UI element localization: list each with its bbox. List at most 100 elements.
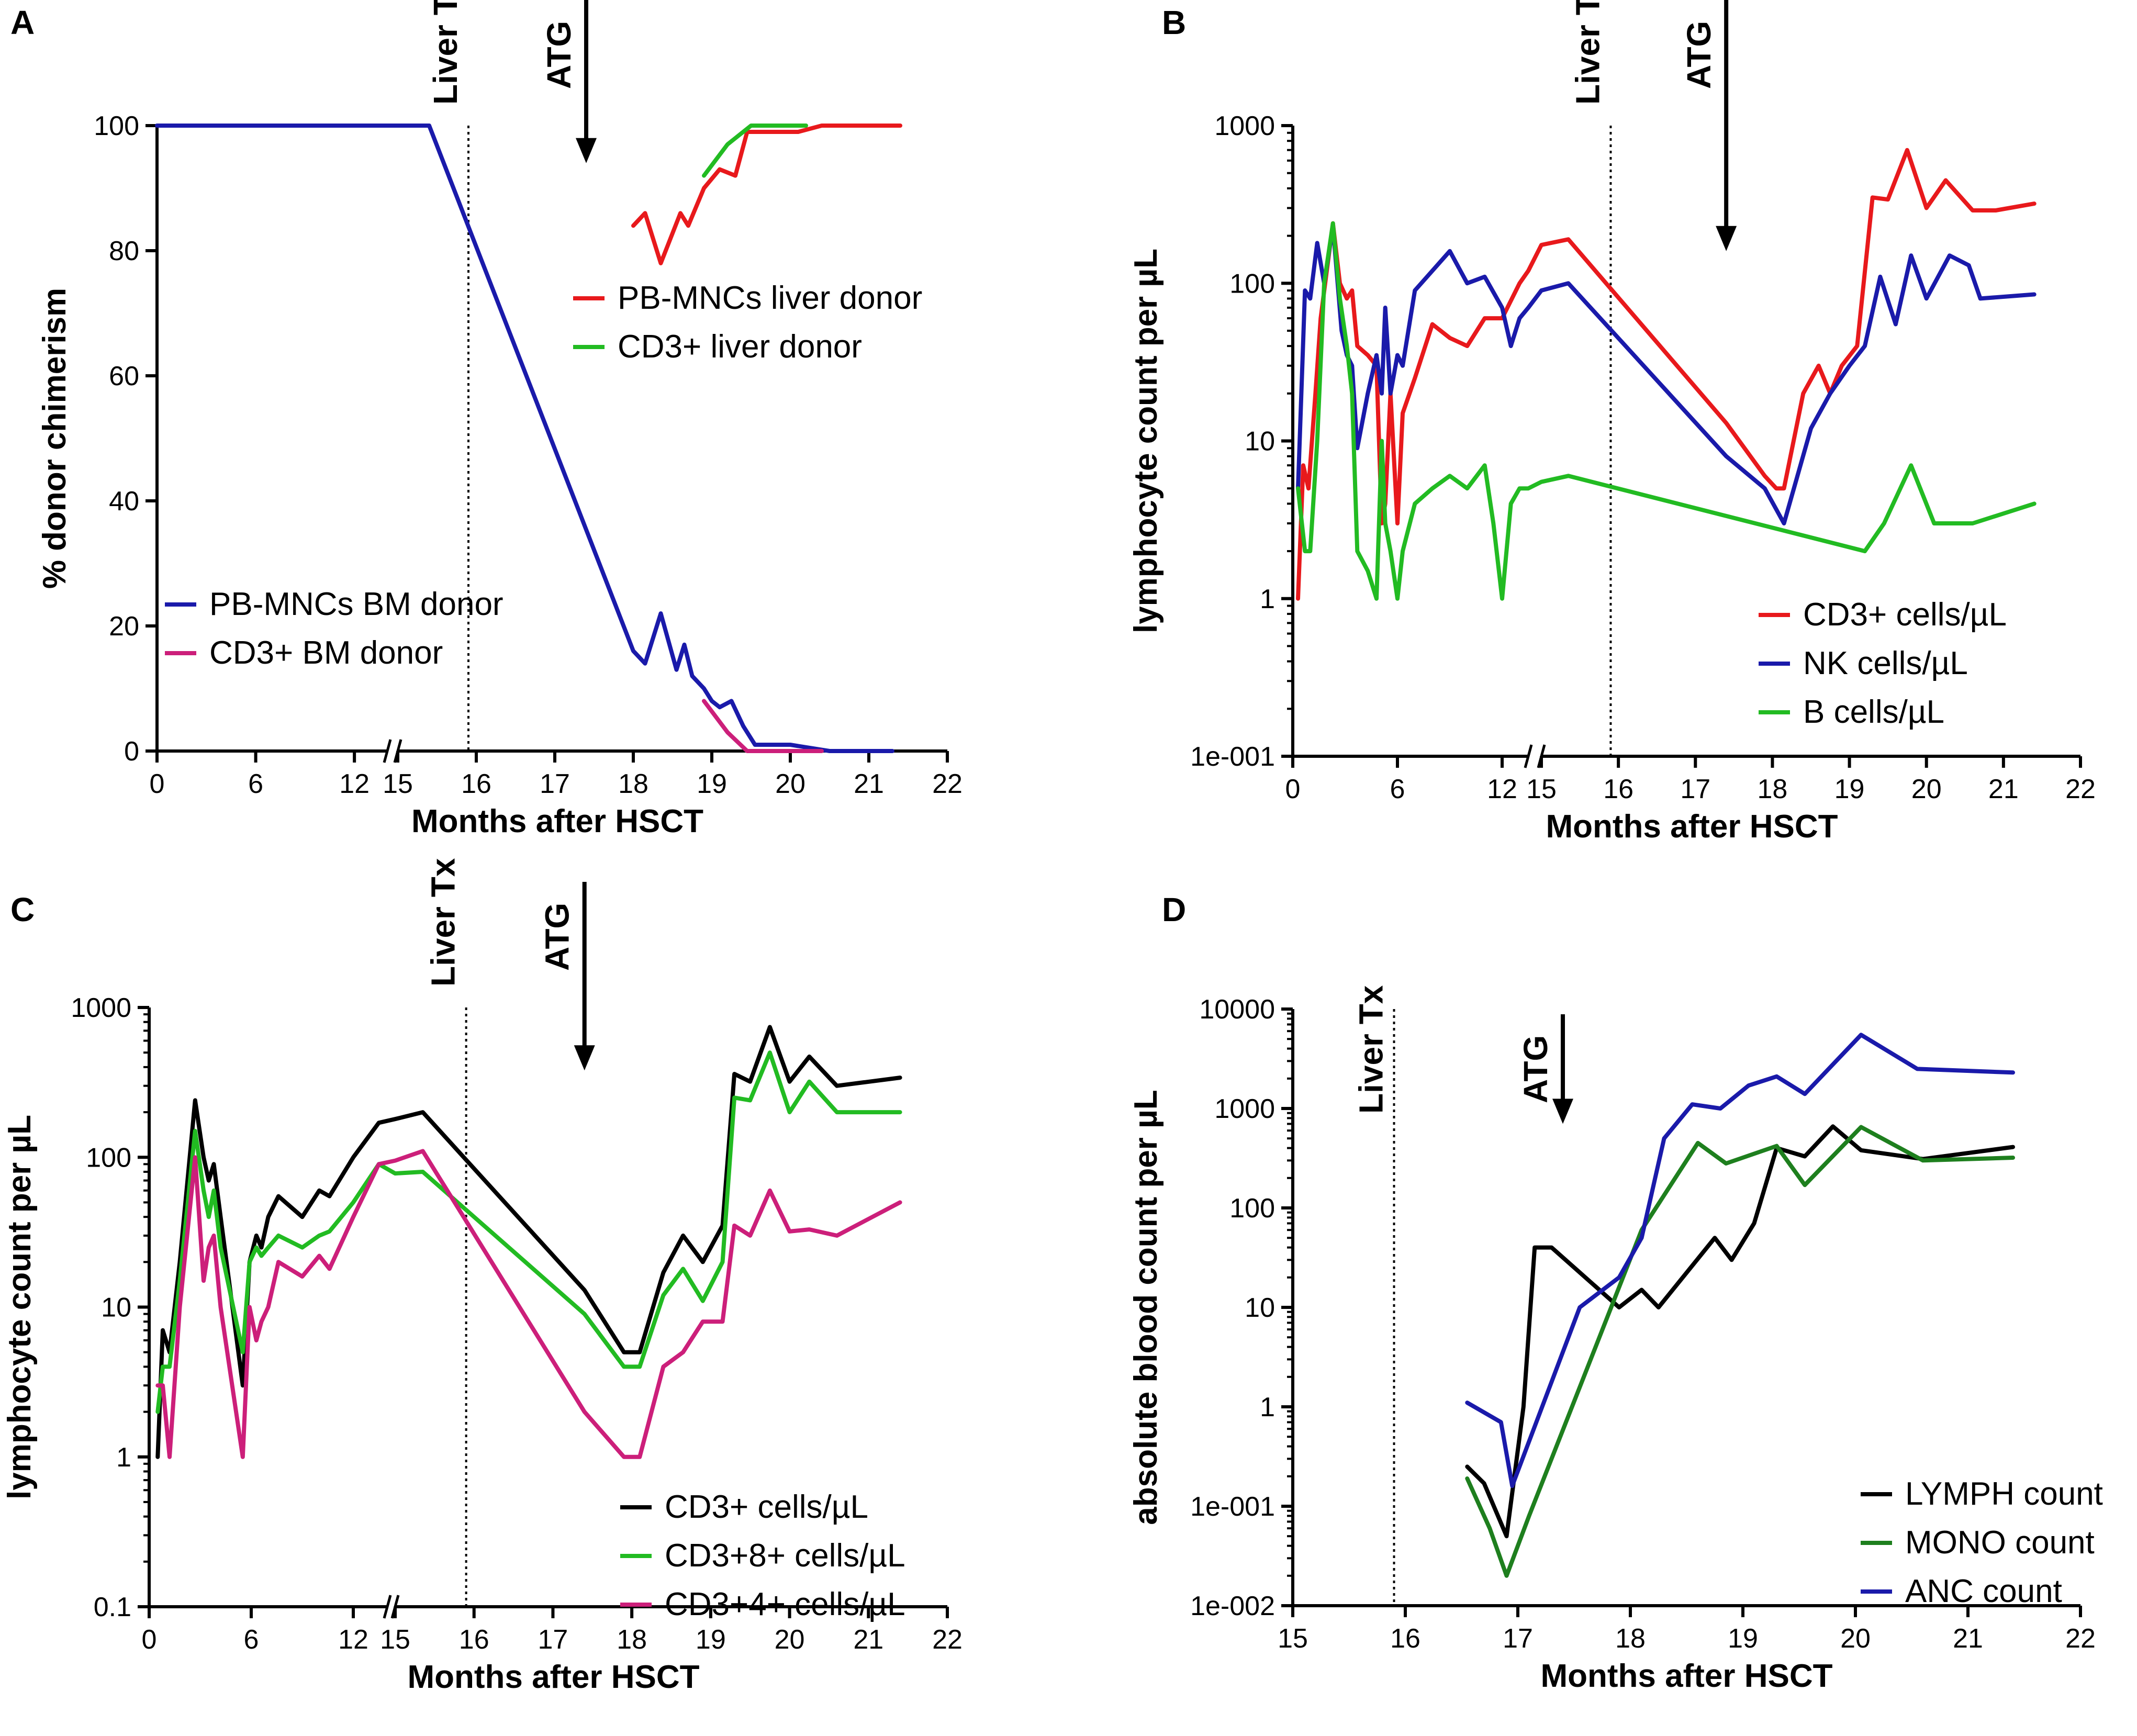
x-tick-label: 12 xyxy=(338,1625,368,1655)
y-tick-label: 10 xyxy=(1245,427,1275,457)
x-tick-label: 17 xyxy=(540,769,570,799)
x-tick-label: 6 xyxy=(244,1625,259,1655)
y-tick-label: 40 xyxy=(109,486,139,517)
series-line-b-cells-l xyxy=(1296,221,2037,601)
x-tick-label: 19 xyxy=(697,769,727,799)
legend-label: CD3+ cells/µL xyxy=(665,1489,868,1525)
y-axis-title: absolute blood count per µL xyxy=(1128,1090,1164,1525)
x-tick-label: 22 xyxy=(932,1625,963,1655)
x-tick-label: 17 xyxy=(1503,1623,1533,1654)
x-tick-label: 17 xyxy=(538,1625,568,1655)
x-tick-label: 19 xyxy=(1834,774,1865,804)
series-line-lymph-count xyxy=(1465,1124,2015,1539)
x-tick-label: 20 xyxy=(1840,1623,1871,1654)
panel-a: A 0 20 40 60 80 100 0 6 12 15 16 17 18 19 20 21 22 Months … xyxy=(10,0,963,839)
axis-break-mark xyxy=(1524,744,1533,768)
x-tick-label: 18 xyxy=(617,1625,647,1655)
x-tick-label: 18 xyxy=(1758,774,1788,804)
series-line-pb-mncs-bm-donor xyxy=(155,124,894,753)
legend-label: LYMPH count xyxy=(1905,1476,2103,1512)
legend-label: ANC count xyxy=(1905,1573,2062,1609)
y-tick-label: 0 xyxy=(124,736,139,767)
y-tick-label: 10 xyxy=(101,1293,131,1323)
legend-label: CD3+4+ cells/µL xyxy=(665,1586,905,1622)
legend-label: CD3+8+ cells/µL xyxy=(665,1538,905,1574)
y-tick-label: 1 xyxy=(1260,584,1275,614)
x-axis-title: Months after HSCT xyxy=(411,803,703,839)
legend-label: CD3+ cells/µL xyxy=(1803,597,2007,633)
series-line-mono-count xyxy=(1465,1125,2015,1578)
x-tick-label: 20 xyxy=(775,769,805,799)
x-tick-label: 20 xyxy=(775,1625,805,1655)
y-tick-label: 1 xyxy=(1260,1392,1275,1423)
x-tick-label: 19 xyxy=(1728,1623,1758,1654)
atg-label: ATG xyxy=(539,903,576,971)
y-tick-label: 10000 xyxy=(1199,994,1275,1025)
y-axis-title: lymphocyte count per µL xyxy=(2,1115,38,1499)
x-tick-label: 16 xyxy=(461,769,491,799)
y-tick-label: 100 xyxy=(1229,268,1275,299)
x-tick-label: 0 xyxy=(142,1625,157,1655)
legend-top-right: PB-MNCs liver donor CD3+ liver donor xyxy=(573,280,922,365)
y-tick-label: 100 xyxy=(1229,1193,1275,1224)
series-line-cd3-8-cells-l xyxy=(155,1050,902,1414)
x-axis-title: Months after HSCT xyxy=(408,1659,700,1695)
atg-label: ATG xyxy=(1680,21,1718,89)
y-tick-label: 1000 xyxy=(71,993,131,1023)
legend-bottom-right: CD3+ cells/µL CD3+8+ cells/µL CD3+4+ cells… xyxy=(620,1489,905,1622)
series-line-anc-count xyxy=(1465,1033,2015,1488)
x-tick-label: 22 xyxy=(2065,1623,2096,1654)
legend-bottom-right: CD3+ cells/µL NK cells/µL B cells/µL xyxy=(1759,597,2007,730)
x-tick-label: 0 xyxy=(150,769,165,799)
x-tick-label: 15 xyxy=(1278,1623,1308,1654)
atg-label: ATG xyxy=(540,21,578,89)
panel-d: D 1e-002 1e-001 1 10 100 1000 10000 15 16 17 18 19 20… xyxy=(1128,891,2103,1694)
x-tick-label: 22 xyxy=(2065,774,2096,804)
liver-tx-label: Liver Tx xyxy=(1352,985,1390,1114)
panel-b: B 1e-001 1 10 100 1000 0 6 12 15 16 17 18 19 20 21 22 Mon… xyxy=(1128,0,2096,845)
x-tick-label: 16 xyxy=(1390,1623,1420,1654)
y-tick-label: 100 xyxy=(94,111,139,141)
x-tick-label: 15 xyxy=(383,769,413,799)
panel-c: C 0.1 1 10 100 1000 0 6 12 15 16 17 18 19 20 21 22 Months… xyxy=(2,858,963,1695)
x-tick-label: 16 xyxy=(1603,774,1633,804)
liver-tx-label: Liver Tx xyxy=(427,0,464,105)
liver-tx-label: Liver Tx xyxy=(1569,0,1606,105)
atg-arrow-head xyxy=(574,1045,595,1071)
x-tick-label: 18 xyxy=(1615,1623,1646,1654)
y-tick-label: 0.1 xyxy=(94,1592,131,1622)
panel-letter: A xyxy=(10,4,35,41)
y-tick-label: 1e-001 xyxy=(1190,1492,1275,1522)
x-tick-label: 15 xyxy=(1526,774,1557,804)
legend-label: CD3+ liver donor xyxy=(618,329,862,365)
x-axis-title: Months after HSCT xyxy=(1546,809,1838,845)
y-tick-label: 20 xyxy=(109,611,139,642)
x-tick-label: 18 xyxy=(618,769,648,799)
series-line-pb-mncs-liver-donor xyxy=(631,124,902,265)
y-tick-label: 100 xyxy=(86,1143,131,1173)
x-tick-label: 12 xyxy=(339,769,370,799)
y-tick-label: 1e-001 xyxy=(1190,742,1275,772)
y-axis-title: % donor chimerism xyxy=(37,288,73,589)
y-tick-label: 60 xyxy=(109,361,139,391)
series-line-cd3-liver-donor xyxy=(702,124,808,178)
x-tick-label: 15 xyxy=(380,1625,410,1655)
y-tick-label: 1 xyxy=(116,1442,131,1473)
y-tick-label: 1000 xyxy=(1214,111,1275,141)
y-tick-label: 1e-002 xyxy=(1190,1591,1275,1621)
x-tick-label: 19 xyxy=(696,1625,726,1655)
x-tick-label: 16 xyxy=(459,1625,489,1655)
x-tick-label: 21 xyxy=(1988,774,2019,804)
x-tick-label: 20 xyxy=(1911,774,1942,804)
legend-label: PB-MNCs BM donor xyxy=(209,586,504,622)
series-line-cd3-cells-l xyxy=(155,1025,902,1459)
y-tick-label: 10 xyxy=(1245,1293,1275,1323)
atg-label: ATG xyxy=(1517,1035,1554,1103)
atg-arrow-head xyxy=(1716,226,1737,251)
x-axis-title: Months after HSCT xyxy=(1541,1658,1833,1694)
x-tick-label: 6 xyxy=(1390,774,1405,804)
atg-arrow-head xyxy=(1552,1099,1573,1124)
y-tick-label: 80 xyxy=(109,236,139,266)
series-line-cd3-4-cells-l xyxy=(155,1149,902,1459)
